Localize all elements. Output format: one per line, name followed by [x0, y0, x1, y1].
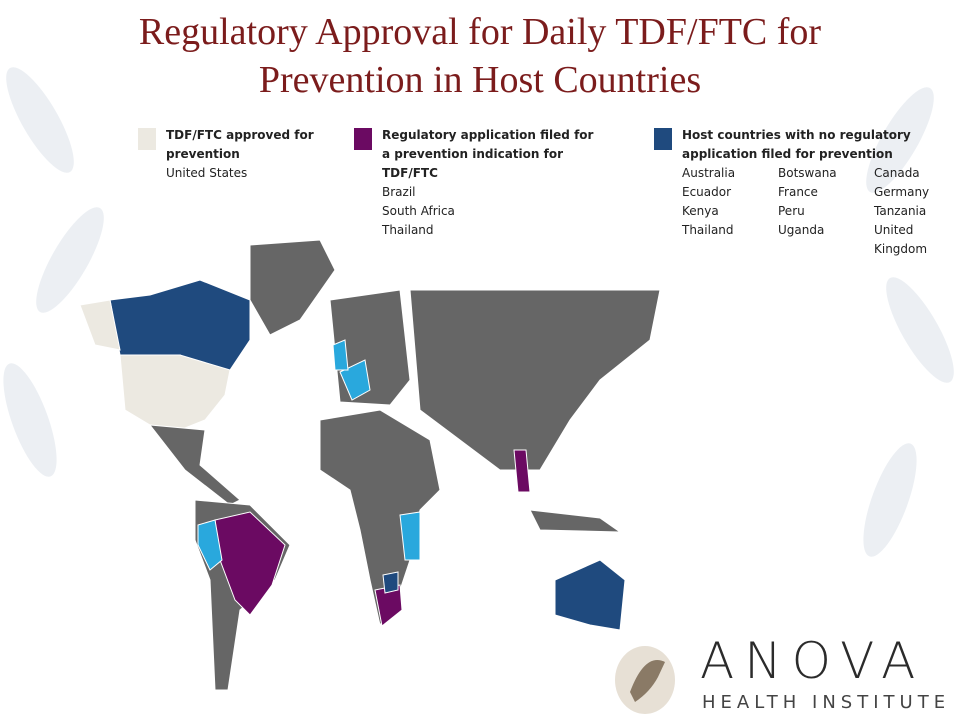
legend-item: TDF/FTC approved for prevention United St… — [138, 126, 326, 183]
country: Brazil — [382, 185, 416, 199]
australia — [554, 559, 626, 631]
indonesia — [529, 509, 622, 533]
central-america — [148, 424, 241, 506]
thailand — [513, 449, 531, 493]
united-kingdom — [332, 339, 349, 371]
logo: ANOVA HEALTH INSTITUTE — [600, 632, 960, 720]
logo-name: ANOVA — [700, 632, 926, 690]
country: United Kingdom — [874, 223, 928, 256]
country-list: Australia Botswana Canada Ecuador France Germ… — [682, 164, 944, 259]
title-line: Regulatory Approval for Daily TDF/FTC fo… — [138, 11, 822, 53]
country-list: Brazil South Africa Thailand — [382, 183, 602, 240]
country: France — [778, 185, 818, 199]
legend-heading: Host countries with no regulatory applic… — [682, 128, 911, 161]
legend-swatch — [654, 128, 672, 150]
country: South Africa — [382, 204, 455, 218]
countries — [79, 239, 661, 691]
leaf-decoration — [3, 67, 954, 557]
country: Australia — [682, 166, 736, 180]
country: Kenya — [682, 204, 719, 218]
country: Thailand — [382, 223, 434, 237]
country: Thailand — [682, 223, 734, 237]
country: Botswana — [778, 166, 837, 180]
title-line: Prevention in Host Countries — [258, 59, 702, 101]
legend-swatch — [138, 128, 156, 150]
logo-bird — [615, 646, 675, 714]
country-list: United States — [166, 164, 326, 183]
alaska — [79, 299, 121, 351]
logo-subtitle: HEALTH INSTITUTE — [702, 692, 951, 713]
country: Peru — [778, 204, 805, 218]
country: Canada — [874, 166, 920, 180]
legend-heading: Regulatory application filed for a preve… — [382, 128, 594, 180]
legend-item: Host countries with no regulatory applic… — [654, 126, 944, 259]
united-states — [119, 354, 231, 431]
country: United States — [166, 166, 248, 180]
country: Germany — [874, 185, 930, 199]
brazil — [214, 511, 286, 616]
country: Uganda — [778, 223, 825, 237]
botswana — [382, 571, 399, 594]
legend-swatch — [354, 128, 372, 150]
peru-ecuador — [197, 519, 223, 571]
asia — [409, 289, 661, 471]
legend-item: Regulatory application filed for a preve… — [354, 126, 602, 240]
kenya-tanzania-uganda — [399, 511, 421, 561]
legend-heading: TDF/FTC approved for prevention — [166, 128, 314, 161]
country: Tanzania — [874, 204, 927, 218]
country: Ecuador — [682, 185, 732, 199]
slide-title: Regulatory Approval for Daily TDF/FTC fo… — [0, 8, 960, 104]
greenland — [249, 239, 336, 336]
